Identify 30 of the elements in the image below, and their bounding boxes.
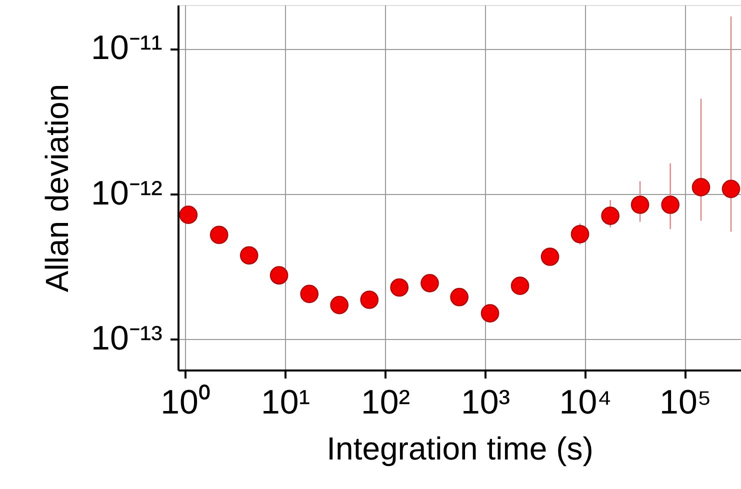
point xyxy=(240,246,258,265)
point xyxy=(661,196,680,214)
point xyxy=(450,288,468,306)
x-axis-title: Integration time (s) xyxy=(326,430,594,466)
y-tick-label: 10⁻¹¹ xyxy=(91,29,162,68)
point xyxy=(390,278,408,297)
point xyxy=(480,304,500,322)
y-tick-label: 10⁻¹² xyxy=(91,174,162,212)
point xyxy=(692,178,710,196)
point xyxy=(722,180,740,198)
x-tick-label: 10⁰ xyxy=(160,384,210,422)
x-tick-label: 10¹ xyxy=(260,384,310,422)
x-tick-label: 10³ xyxy=(460,384,510,422)
point xyxy=(630,196,650,214)
point xyxy=(330,296,348,314)
x-tick-label: 10² xyxy=(360,384,410,422)
x-tick-label: 10⁴ xyxy=(559,384,612,422)
point xyxy=(510,276,530,295)
point xyxy=(210,226,228,244)
x-tick-label: 10⁵ xyxy=(660,384,712,422)
point xyxy=(270,266,288,284)
y-tick-label: 10⁻¹³ xyxy=(91,319,162,358)
point xyxy=(601,206,620,225)
point xyxy=(179,206,198,224)
point xyxy=(570,224,590,244)
point xyxy=(300,284,319,304)
y-axis-title: Allan deviation xyxy=(39,84,76,292)
point xyxy=(420,274,439,292)
point xyxy=(360,290,379,309)
point xyxy=(540,248,560,266)
